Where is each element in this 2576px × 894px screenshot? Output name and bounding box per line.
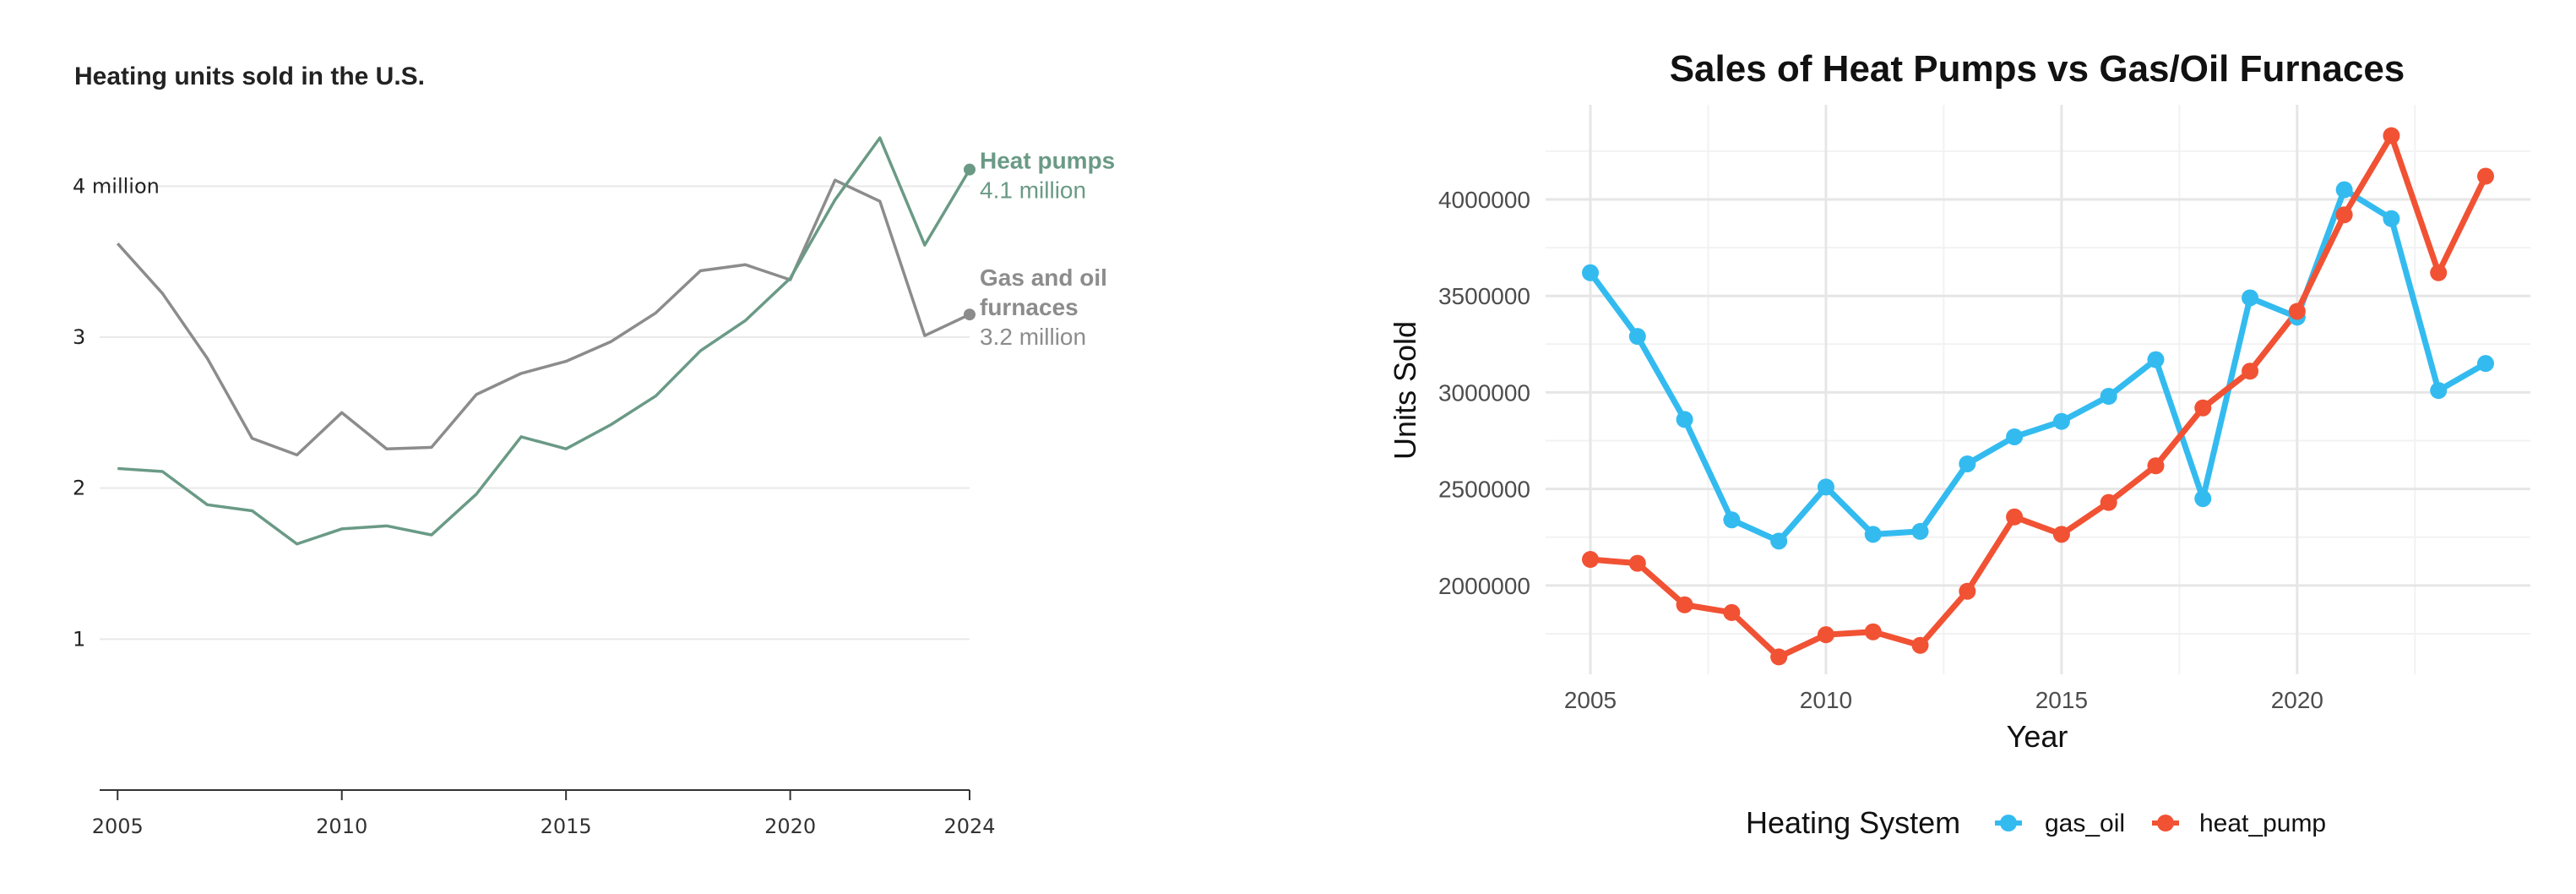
heat-pump-point (1676, 596, 1693, 613)
gas-oil-series-label-line-1: Gas and oil (980, 264, 1107, 291)
left-y-tick-label: 4 million (73, 174, 160, 198)
gas-oil-point (2052, 412, 2070, 430)
right-chart-title: Sales of Heat Pumps vs Gas/Oil Furnaces (1670, 48, 2405, 90)
left-x-tick-label: 2020 (764, 815, 816, 838)
gas-oil-point (2477, 355, 2494, 373)
right-y-axis-title: Units Sold (1388, 321, 1422, 460)
gas-oil-point (2430, 382, 2448, 400)
right-x-axis-title: Year (2007, 719, 2068, 754)
right-x-tick-label: 2005 (1564, 687, 1617, 713)
left-y-tick-label: 1 (73, 627, 85, 651)
gas-oil-line (116, 178, 970, 457)
heat-pump-point (2100, 493, 2117, 511)
gas-oil-point (1723, 511, 1741, 529)
legend-label-gas-oil: gas_oil (2045, 810, 2125, 837)
heat-pump-point (2147, 457, 2165, 475)
heat-pump-point (1959, 582, 1976, 600)
right-x-tick-label: 2010 (1800, 687, 1852, 713)
gas-oil-series-label-line-2: furnaces (980, 294, 1079, 320)
gas-oil-point (2383, 210, 2400, 227)
right-x-tick-label: 2020 (2271, 687, 2323, 713)
heat-pump-point (1628, 554, 1646, 572)
heat-pump-point (2006, 508, 2024, 526)
right-y-tick-label: 3000000 (1438, 379, 1530, 406)
heat-pumps-line (117, 136, 971, 546)
heat-pump-point (1911, 636, 1929, 654)
heat-pump-point (1723, 603, 1741, 621)
right-y-tick-labels: 2000000 2500000 3000000 3500000 4000000 (1438, 187, 1530, 599)
gas-oil-point (1628, 328, 1646, 346)
legend-marker-gas-oil (2000, 815, 2017, 831)
right-y-tick-label: 2000000 (1438, 573, 1530, 599)
gas-oil-point (1959, 455, 1976, 472)
left-y-tick-label: 2 (73, 477, 85, 500)
heat-pump-point (2383, 127, 2400, 144)
gas-oil-point (2242, 289, 2259, 307)
left-x-tick-label: 2010 (316, 815, 367, 838)
gas-oil-point (2006, 428, 2024, 445)
heat-pump-point (1864, 623, 1882, 641)
heat-pumps-series-label: Heat pumps (980, 148, 1115, 174)
gas-oil-point (2100, 387, 2117, 405)
heat-pump-point (2335, 206, 2353, 224)
left-gridlines (100, 185, 970, 641)
gas-oil-point (1817, 478, 1834, 496)
heat-pump-line (1590, 133, 2489, 660)
legend-label-heat-pump: heat_pump (2199, 810, 2326, 837)
gas-oil-line (1588, 187, 2487, 544)
heat-pump-point (2288, 303, 2306, 320)
heat-pump-point (2194, 399, 2212, 417)
right-series-lines (1582, 127, 2494, 666)
left-chart-title: Heating units sold in the U.S. (74, 63, 425, 90)
right-y-tick-label: 2500000 (1438, 477, 1530, 503)
heat-pump-point (2430, 264, 2448, 281)
heat-pump-point (2477, 167, 2494, 185)
right-x-tick-labels: 2005 2010 2015 2020 (1564, 687, 2323, 713)
gas-oil-point (2335, 181, 2353, 199)
gas-oil-end-value: 3.2 million (980, 324, 1086, 350)
heat-pumps-end-marker (964, 163, 976, 176)
heat-pump-point (2242, 363, 2259, 380)
left-chart: Heating units sold in the U.S. 1 2 3 4 mill… (73, 63, 1115, 838)
gas-oil-point (1911, 522, 1929, 540)
right-gridlines (1546, 105, 2530, 674)
right-y-tick-label: 4000000 (1438, 187, 1530, 213)
heat-pump-point (1770, 648, 1788, 666)
heat-pump-point (1582, 551, 1599, 569)
gas-oil-point (1582, 264, 1599, 281)
legend-title: Heating System (1746, 805, 1960, 840)
gas-oil-end-marker (964, 308, 976, 321)
gas-oil-point (2147, 351, 2165, 368)
left-x-tick-label: 2015 (541, 815, 592, 838)
left-y-tick-labels: 1 2 3 4 million (73, 174, 160, 651)
right-y-tick-label: 3500000 (1438, 283, 1530, 309)
left-y-tick-label: 3 (73, 325, 85, 349)
left-x-axis: 2005 2010 2015 2020 2024 (92, 789, 996, 838)
right-x-tick-label: 2015 (2035, 687, 2088, 713)
left-series-lines (116, 136, 976, 546)
left-end-labels: Heat pumps 4.1 million Gas and oil furna… (980, 148, 1115, 351)
gas-oil-point (1770, 532, 1788, 550)
gas-oil-point (2194, 490, 2212, 508)
right-legend: Heating System gas_oil heat_pump (1746, 805, 2326, 840)
left-x-tick-label: 2005 (92, 815, 144, 838)
legend-marker-heat-pump (2157, 815, 2174, 831)
heat-pump-point (2052, 526, 2070, 543)
left-x-tick-label: 2024 (943, 815, 995, 838)
heat-pumps-end-value: 4.1 million (980, 177, 1086, 204)
right-chart: Sales of Heat Pumps vs Gas/Oil Furnaces … (1388, 48, 2530, 840)
heat-pump-point (1817, 626, 1834, 644)
gas-oil-point (1676, 411, 1693, 428)
gas-oil-point (1864, 526, 1882, 543)
